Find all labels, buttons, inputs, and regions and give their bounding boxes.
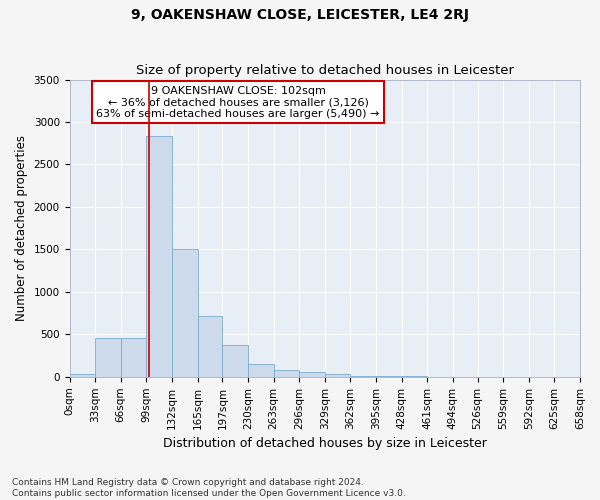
Bar <box>325 374 350 377</box>
Bar <box>274 370 299 377</box>
Bar <box>376 376 401 377</box>
Y-axis label: Number of detached properties: Number of detached properties <box>15 135 28 321</box>
Bar <box>172 250 197 377</box>
Title: Size of property relative to detached houses in Leicester: Size of property relative to detached ho… <box>136 64 514 77</box>
Bar <box>223 346 248 377</box>
Bar <box>299 372 325 377</box>
Bar <box>248 364 274 377</box>
Bar <box>95 338 121 377</box>
Bar <box>146 136 172 377</box>
Bar <box>197 316 223 377</box>
Bar <box>121 338 146 377</box>
Bar <box>350 376 376 377</box>
Bar <box>70 374 95 377</box>
Text: 9, OAKENSHAW CLOSE, LEICESTER, LE4 2RJ: 9, OAKENSHAW CLOSE, LEICESTER, LE4 2RJ <box>131 8 469 22</box>
Text: Contains HM Land Registry data © Crown copyright and database right 2024.
Contai: Contains HM Land Registry data © Crown c… <box>12 478 406 498</box>
X-axis label: Distribution of detached houses by size in Leicester: Distribution of detached houses by size … <box>163 437 487 450</box>
Text: 9 OAKENSHAW CLOSE: 102sqm
← 36% of detached houses are smaller (3,126)
63% of se: 9 OAKENSHAW CLOSE: 102sqm ← 36% of detac… <box>96 86 380 118</box>
